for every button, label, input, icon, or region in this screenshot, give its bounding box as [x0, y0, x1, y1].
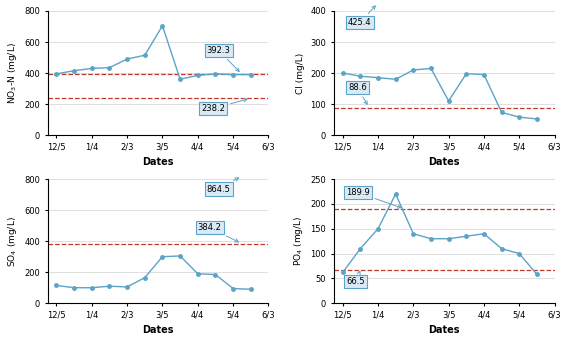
- Y-axis label: NO$_3$-N (mg/L): NO$_3$-N (mg/L): [6, 42, 19, 104]
- Text: 66.5: 66.5: [346, 271, 365, 286]
- X-axis label: Dates: Dates: [142, 157, 174, 167]
- Text: 238.2: 238.2: [201, 99, 247, 113]
- X-axis label: Dates: Dates: [429, 157, 460, 167]
- Text: 392.3: 392.3: [206, 46, 239, 72]
- Text: 384.2: 384.2: [198, 223, 239, 242]
- Y-axis label: PO$_4$ (mg/L): PO$_4$ (mg/L): [292, 216, 305, 266]
- Text: 864.5: 864.5: [206, 178, 239, 194]
- Y-axis label: Cl (mg/L): Cl (mg/L): [296, 53, 305, 94]
- X-axis label: Dates: Dates: [142, 325, 174, 336]
- Text: 425.4: 425.4: [348, 6, 375, 27]
- Y-axis label: SO$_4$ (mg/L): SO$_4$ (mg/L): [6, 216, 19, 267]
- Text: 189.9: 189.9: [346, 188, 401, 208]
- X-axis label: Dates: Dates: [429, 325, 460, 336]
- Text: 88.6: 88.6: [348, 83, 367, 104]
